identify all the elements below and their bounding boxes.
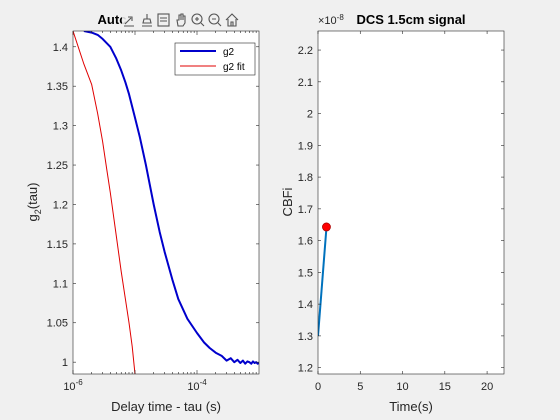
left-ytick-label: 1 [62,357,68,369]
left-ytick-label: 1.4 [53,42,68,54]
legend-label-g2: g2 [223,47,235,58]
cbfi-latest-marker[interactable] [322,223,330,231]
brush-icon[interactable] [139,12,155,28]
left-ytick-label: 1.35 [47,81,68,93]
left-ytick-label: 1.15 [47,239,68,251]
left-ytick-label: 1.1 [53,278,68,290]
right-xtick-label: 0 [315,381,321,393]
right-ytick-label: 1.3 [298,331,313,343]
left-ytick-label: 1.05 [47,318,68,330]
export-icon[interactable] [122,12,138,28]
left-ylabel: g2(tau) [25,183,43,222]
right-xtick-label: 5 [357,381,363,393]
left-ytick-label: 1.2 [53,199,68,211]
right-xtick-label: 10 [396,381,408,393]
right-ytick-label: 2.1 [298,77,313,89]
pan-icon[interactable] [173,12,189,28]
left-ytick-label: 1.3 [53,121,68,133]
right-xtick-label: 20 [481,381,493,393]
home-icon[interactable] [224,12,240,28]
right-ytick-label: 1.9 [298,140,313,152]
right-xlabel: Time(s) [389,399,433,414]
legend-label-g2-fit: g2 fit [223,62,245,73]
datatip-icon[interactable] [156,12,172,28]
right-title: DCS 1.5cm signal [356,12,465,27]
left-xlabel: Delay time - tau (s) [111,399,221,414]
zoom-out-icon[interactable] [207,12,223,28]
right-ytick-label: 2 [307,109,313,121]
right-ylabel: CBFi [280,187,295,216]
left-xtick-label: 10-6 [63,378,83,393]
right-exponent-label: ×10-8 [318,13,344,27]
right-ytick-label: 1.2 [298,363,313,375]
left-axes[interactable]: 11.051.11.151.21.251.31.351.4 10-6 10-4 A… [25,12,259,414]
right-ytick-label: 1.5 [298,267,313,279]
axes-toolbar[interactable] [122,12,240,28]
legend[interactable]: g2 g2 fit [175,43,255,75]
right-ytick-label: 1.6 [298,236,313,248]
right-ytick-label: 1.4 [298,299,313,311]
left-xtick-label: 10-4 [187,378,207,393]
right-xtick-label: 15 [439,381,451,393]
zoom-in-icon[interactable] [190,12,206,28]
right-ytick-label: 1.7 [298,204,313,216]
right-ytick-label: 2.2 [298,45,313,57]
right-ytick-label: 1.8 [298,172,313,184]
right-axes[interactable]: 1.2 1.3 1.4 1.5 1.6 1.7 1.8 1.9 2 2.1 2.2 0 5 10 15 20… [280,12,504,414]
left-ytick-label: 1.25 [47,160,68,172]
